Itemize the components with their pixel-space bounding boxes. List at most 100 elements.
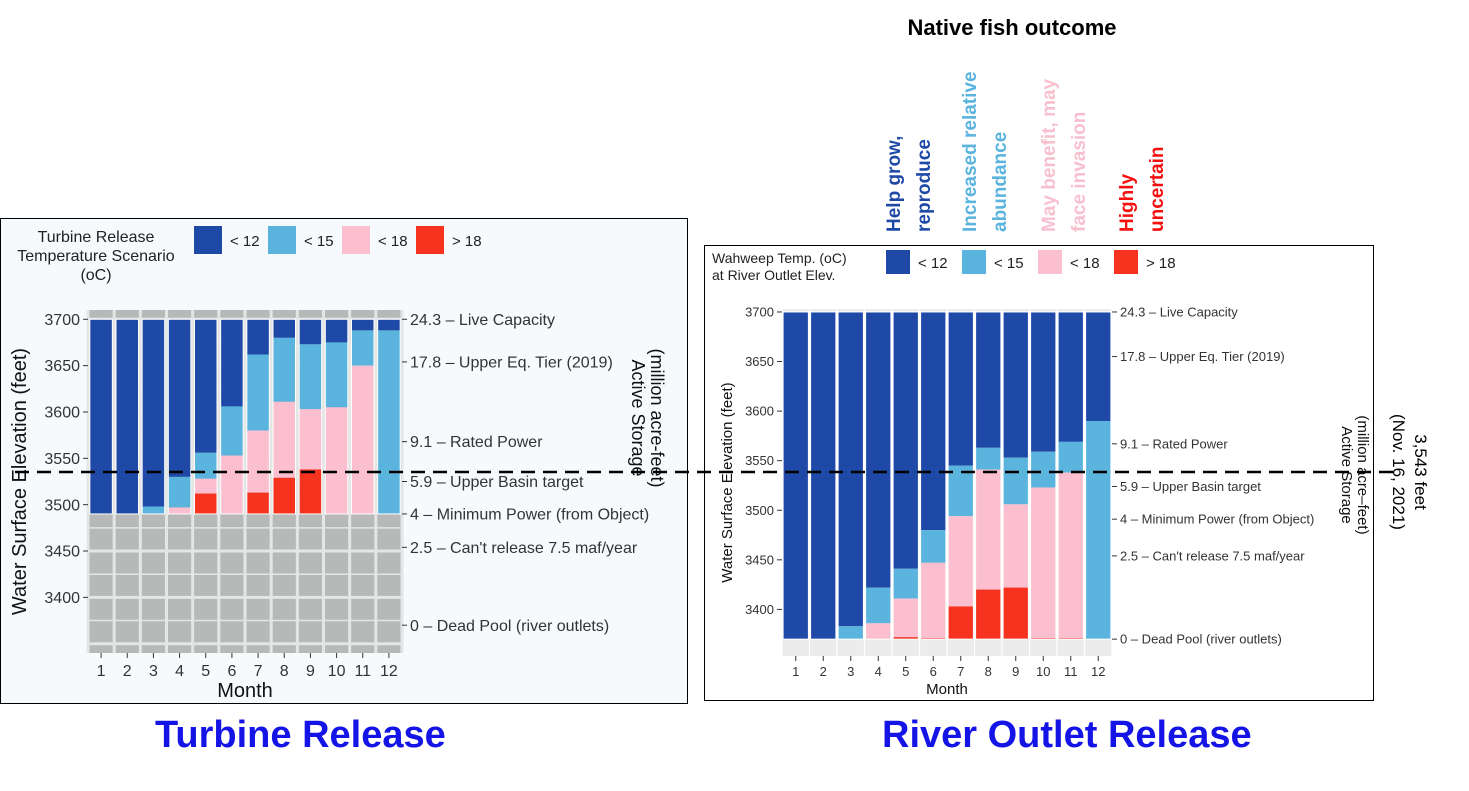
- x-tick-label: 4: [175, 663, 184, 680]
- x-tick-label: 7: [957, 664, 964, 679]
- y-tick-label: 3700: [44, 312, 80, 329]
- y-axis-title: Water Surface Elevation (feet): [9, 348, 31, 615]
- y2-tick-label: 24.3 – Live Capacity: [1120, 305, 1238, 320]
- legend-label-gt18: > 18: [1146, 255, 1176, 272]
- turbine-release-title: Turbine Release: [155, 714, 446, 756]
- y-tick-label: 3450: [745, 552, 774, 567]
- bar-segment-month-1-lt12: [89, 319, 113, 514]
- bar-segment-month-4-lt12: [168, 319, 191, 477]
- legend-swatch-lt15: [268, 226, 296, 254]
- bar-segment-month-7-lt18: [246, 430, 270, 493]
- bar-segment-month-5-lt15: [893, 568, 919, 599]
- bar-segment-month-9-gt18: [299, 469, 322, 514]
- bar-segment-month-6-lt15: [220, 406, 244, 456]
- bar-segment-month-1-lt12: [783, 311, 809, 640]
- bar-segment-month-8-gt18: [975, 589, 1001, 640]
- y-tick-label: 3600: [44, 405, 80, 422]
- y2-tick-label: 5.9 – Upper Basin target: [410, 474, 584, 491]
- bar-outline: [1002, 311, 1029, 640]
- river-outlet-release-title: River Outlet Release: [882, 714, 1252, 756]
- legend-swatch-lt12: [194, 226, 222, 254]
- bar-segment-month-5-gt18: [893, 637, 919, 640]
- bar-segment-month-5-lt12: [893, 311, 919, 569]
- bar-segment-month-11-lt15: [1058, 441, 1084, 473]
- legend-swatch-gt18: [1114, 250, 1138, 274]
- y2-tick-label: 4 – Minimum Power (from Object): [410, 507, 649, 524]
- y2-tick-label: 17.8 – Upper Eq. Tier (2019): [1120, 349, 1285, 364]
- x-tick-label: 1: [97, 663, 106, 680]
- outcome-label-2: Increased relative abundance: [960, 71, 1011, 232]
- bar-segment-month-8-lt15: [272, 337, 296, 402]
- bar-outline: [377, 318, 401, 515]
- bar-outline: [167, 318, 192, 515]
- bar-outline: [115, 318, 140, 515]
- bar-segment-month-8-lt15: [975, 447, 1001, 470]
- bar-segment-month-5-lt12: [194, 319, 218, 453]
- y-tick-label: 3700: [745, 305, 774, 320]
- bar-segment-month-5-lt18: [893, 598, 919, 638]
- x-tick-label: 11: [1064, 664, 1078, 679]
- bar-segment-month-10-lt15: [325, 342, 348, 408]
- y2-tick-label: 9.1 – Rated Power: [410, 434, 543, 451]
- bar-segment-month-3-lt15: [838, 626, 864, 640]
- y-tick-label: 3550: [745, 453, 774, 468]
- y2-tick-label: 0 – Dead Pool (river outlets): [1120, 632, 1282, 647]
- bar-segment-month-7-lt15: [246, 354, 270, 431]
- bar-segment-month-8-gt18: [272, 477, 296, 514]
- legend-label-lt12: < 12: [230, 233, 260, 250]
- x-tick-label: 3: [847, 664, 854, 679]
- y-tick-label: 3450: [44, 544, 80, 561]
- x-tick-label: 3: [149, 663, 158, 680]
- bar-segment-month-7-lt12: [948, 311, 974, 466]
- bar-segment-month-6-lt18: [220, 455, 244, 514]
- x-axis-title: Month: [217, 680, 273, 702]
- x-tick-label: 7: [254, 663, 263, 680]
- legend-title: Wahweep Temp. (oC) at River Outlet Elev.: [712, 250, 847, 283]
- bar-segment-month-6-lt15: [920, 530, 946, 563]
- y-tick-label: 3500: [44, 497, 80, 514]
- bar-segment-month-7-gt18: [246, 492, 270, 514]
- bar-segment-month-5-lt18: [194, 478, 218, 494]
- y2-tick-label: 5.9 – Upper Basin target: [1120, 479, 1261, 494]
- bar-segment-month-9-lt12: [299, 319, 322, 345]
- bar-segment-month-2-lt12: [810, 311, 836, 640]
- x-tick-label: 11: [354, 663, 371, 680]
- legend-label-lt18: < 18: [378, 233, 408, 250]
- bar-segment-month-8-lt12: [975, 311, 1001, 448]
- x-tick-label: 8: [280, 663, 289, 680]
- legend-label-gt18: > 18: [452, 233, 482, 250]
- y2-axis-title: Active Storage(million acre–feet): [1338, 415, 1371, 534]
- bar-outline: [1085, 311, 1112, 640]
- bar-segment-month-9-lt15: [1003, 457, 1029, 505]
- bar-outline: [193, 318, 218, 515]
- bar-outline: [920, 311, 947, 640]
- x-tick-label: 2: [123, 663, 132, 680]
- bar-outline: [947, 311, 974, 640]
- x-tick-label: 8: [985, 664, 992, 679]
- y-tick-label: 3400: [44, 590, 80, 607]
- bar-segment-month-10-lt18: [325, 407, 348, 514]
- y-tick-label: 3550: [44, 451, 80, 468]
- y-tick-label: 3650: [44, 358, 80, 375]
- x-tick-label: 10: [1036, 664, 1050, 679]
- bar-segment-month-11-lt15: [351, 330, 375, 366]
- bar-segment-month-4-lt15: [865, 587, 891, 624]
- bar-segment-month-7-lt12: [246, 319, 270, 355]
- outcome-label-1: Help grow, reproduce: [884, 136, 935, 232]
- y2-tick-label: 0 – Dead Pool (river outlets): [410, 618, 609, 635]
- x-tick-label: 2: [820, 664, 827, 679]
- y2-tick-label: 9.1 – Rated Power: [1120, 436, 1228, 451]
- outcome-label-3: May benefit, may face invasion: [1039, 78, 1090, 232]
- bar-outline: [350, 318, 375, 515]
- bar-outline: [782, 311, 809, 640]
- bar-segment-month-4-lt15: [168, 476, 191, 508]
- turbine-release-chart: Turbine Release Temperature Scenario (oC) <…: [0, 218, 688, 704]
- bar-segment-month-9-lt18: [299, 409, 322, 470]
- bar-segment-month-4-lt18: [168, 507, 191, 514]
- bar-segment-month-8-lt18: [975, 469, 1001, 590]
- y2-tick-label: 2.5 – Can't release 7.5 maf/year: [410, 540, 638, 557]
- bar-segment-month-10-lt12: [1030, 311, 1056, 452]
- x-tick-label: 4: [875, 664, 882, 679]
- bar-outline: [141, 318, 166, 515]
- legend-swatch-lt18: [342, 226, 370, 254]
